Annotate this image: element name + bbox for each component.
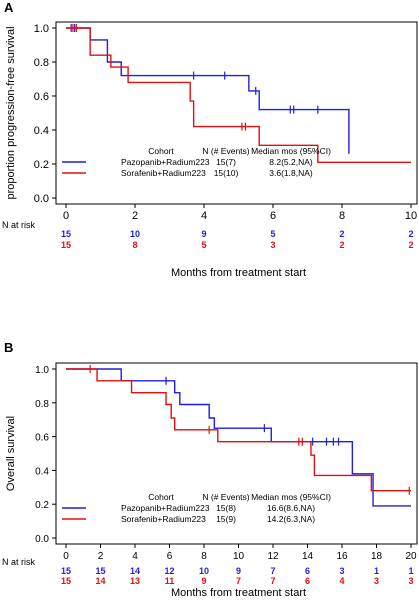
y-tick-label: 0.0 [35,534,49,545]
legend-n: 15(9) [216,514,236,524]
y-axis-label: Overall survival [5,416,17,491]
at-risk-label: N at risk [2,557,36,567]
survival-curve-sorafenib [66,27,411,163]
legend-header-mos: Median mos (95%CI) [251,146,331,156]
at-risk-value: 3 [270,240,275,250]
legend-header-n: N (# Events) [202,492,249,502]
at-risk-value: 6 [305,566,310,576]
survival-curve-pazopanib [66,27,350,154]
legend-header-n: N (# Events) [202,146,249,156]
at-risk-value: 15 [95,566,105,576]
x-tick-label: 8 [201,551,207,562]
y-tick-label: 1.0 [35,365,49,376]
at-risk-value: 1 [408,566,413,576]
plot-frame [55,21,418,205]
at-risk-value: 1 [374,566,379,576]
survival-curve-sorafenib [66,368,411,492]
y-tick-label: 0.4 [34,125,49,137]
x-tick-label: 6 [270,210,276,222]
legend-n: 15(10) [214,168,239,178]
at-risk-value: 14 [130,566,140,576]
y-tick-label: 0.0 [34,193,49,205]
at-risk-value: 11 [165,576,175,586]
at-risk-value: 12 [164,566,174,576]
at-risk-value: 10 [130,229,140,239]
y-tick-label: 0.6 [34,91,49,103]
x-tick-label: 12 [267,551,279,562]
x-tick-label: 2 [132,210,138,222]
at-risk-value: 15 [61,240,71,250]
x-tick-label: 8 [339,210,345,222]
legend-mos: 8.2(5.2,NA) [269,157,313,167]
legend-header-cohort: Cohort [148,492,174,502]
x-tick-label: 10 [405,210,417,222]
legend-header-mos: Median mos (95%CI) [251,492,331,502]
at-risk-label: N at risk [2,220,36,230]
panel-label: B [4,340,13,355]
legend-label: Pazopanib+Radium223 [121,157,210,167]
at-risk-value: 15 [61,229,71,239]
at-risk-value: 3 [374,576,379,586]
y-tick-label: 0.4 [35,466,49,477]
legend-header-cohort: Cohort [148,146,174,156]
legend-mos: 16.6(8.6,NA) [267,503,315,513]
x-axis-label: Months from treatment start [171,267,306,279]
at-risk-value: 2 [408,240,413,250]
y-tick-label: 0.2 [35,500,49,511]
at-risk-value: 6 [305,576,310,586]
at-risk-value: 7 [270,566,275,576]
x-tick-label: 14 [302,551,314,562]
at-risk-value: 10 [199,566,209,576]
panel-label: A [4,0,14,15]
at-risk-value: 13 [130,576,140,586]
at-risk-value: 9 [201,229,206,239]
at-risk-value: 8 [132,240,137,250]
y-tick-label: 0.8 [35,399,49,410]
y-axis-label: proportion progression-free survival [5,26,17,199]
at-risk-value: 3 [408,576,413,586]
at-risk-value: 2 [339,240,344,250]
legend-n: 15(8) [216,503,236,513]
x-tick-label: 4 [132,551,138,562]
at-risk-value: 2 [339,229,344,239]
at-risk-value: 7 [236,576,241,586]
x-axis-label: Months from treatment start [171,587,306,599]
y-tick-label: 0.2 [34,159,49,171]
legend-label: Sorafenib+Radium223 [121,168,206,178]
legend-mos: 3.6(1.8,NA) [269,168,313,178]
legend-n: 15(7) [216,157,236,167]
at-risk-value: 4 [339,576,344,586]
x-tick-label: 0 [63,210,69,222]
at-risk-value: 3 [339,566,344,576]
panel-b: B0.00.20.40.60.81.00 2 4 6 8 10 12 14 16 18 20Over… [2,340,418,599]
at-risk-value: 7 [270,576,275,586]
at-risk-value: 15 [61,566,71,576]
x-tick-label: 0 [63,551,69,562]
x-tick-label: 20 [405,551,417,562]
at-risk-value: 2 [408,229,413,239]
legend-label: Sorafenib+Radium223 [121,514,206,524]
x-tick-label: 6 [167,551,173,562]
at-risk-value: 9 [201,576,206,586]
at-risk-value: 14 [95,576,105,586]
at-risk-value: 5 [270,229,275,239]
x-tick-label: 16 [336,551,348,562]
legend-mos: 14.2(6.3,NA) [267,514,315,524]
y-tick-label: 1.0 [34,23,49,35]
x-tick-label: 4 [201,210,207,222]
x-tick-label: 18 [371,551,383,562]
y-tick-label: 0.8 [34,57,49,69]
at-risk-value: 9 [236,566,241,576]
legend-label: Pazopanib+Radium223 [121,503,210,513]
x-tick-label: 10 [233,551,245,562]
y-tick-label: 0.6 [35,433,49,444]
plot-frame [55,362,418,545]
survival-curve-pazopanib [66,368,411,507]
at-risk-value: 5 [201,240,206,250]
at-risk-value: 15 [61,576,71,586]
x-tick-label: 2 [98,551,104,562]
